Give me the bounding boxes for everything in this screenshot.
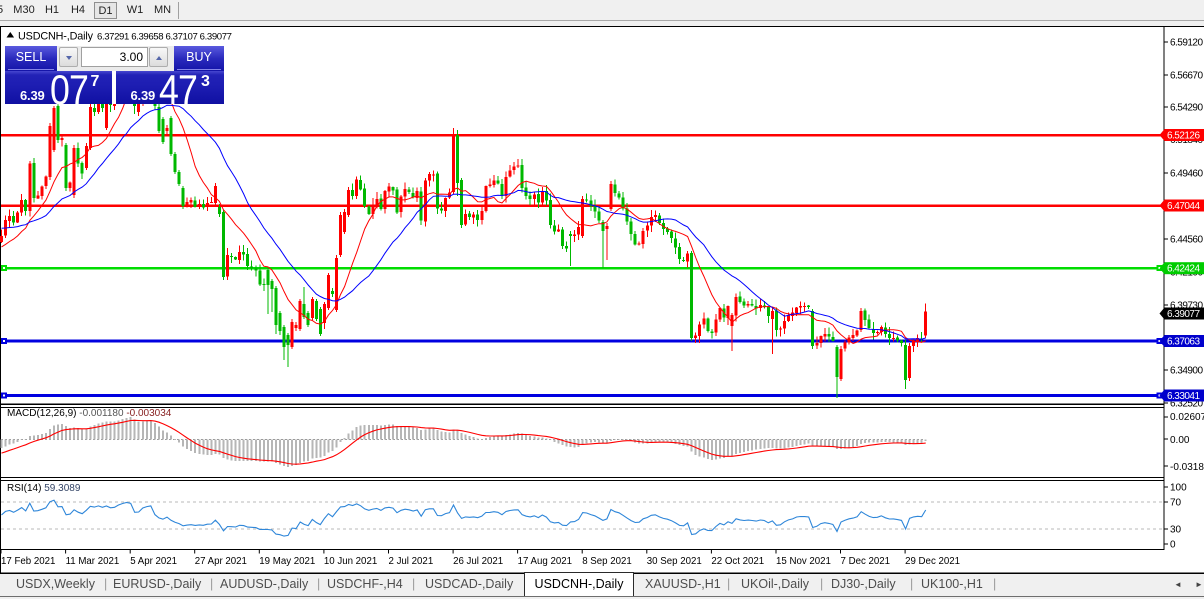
svg-text:6.56670: 6.56670 (1170, 71, 1203, 82)
svg-text:0.02607: 0.02607 (1170, 412, 1204, 423)
svg-text:6.54290: 6.54290 (1170, 103, 1203, 114)
svg-text:10 Jun 2021: 10 Jun 2021 (324, 556, 377, 567)
svg-text:5 Apr 2021: 5 Apr 2021 (130, 556, 177, 567)
svg-text:6.34900: 6.34900 (1170, 366, 1203, 377)
svg-text:6.37291 6.39658 6.37107 6.3907: 6.37291 6.39658 6.37107 6.39077 (97, 32, 232, 43)
svg-text:-0.03187: -0.03187 (1170, 462, 1204, 473)
svg-text:MACD(12,26,9) -0.001180 -0.003: MACD(12,26,9) -0.001180 -0.003034 (7, 408, 172, 419)
svg-text:26 Jul 2021: 26 Jul 2021 (453, 556, 503, 567)
svg-text:15 Nov 2021: 15 Nov 2021 (776, 556, 831, 567)
svg-text:29 Dec 2021: 29 Dec 2021 (905, 556, 960, 567)
svg-text:6.52126: 6.52126 (1167, 131, 1200, 142)
svg-text:7 Dec 2021: 7 Dec 2021 (841, 556, 891, 567)
svg-text:0.00: 0.00 (1170, 435, 1190, 446)
svg-text:6.49460: 6.49460 (1170, 169, 1203, 180)
svg-text:22 Oct 2021: 22 Oct 2021 (711, 556, 764, 567)
svg-text:6.44560: 6.44560 (1170, 235, 1203, 246)
svg-text:6.39730: 6.39730 (1170, 301, 1203, 312)
svg-text:17 Aug 2021: 17 Aug 2021 (518, 556, 572, 567)
svg-text:6.42424: 6.42424 (1167, 264, 1200, 275)
svg-text:30: 30 (1170, 525, 1182, 536)
svg-text:27 Apr 2021: 27 Apr 2021 (195, 556, 247, 567)
svg-text:RSI(14) 59.3089: RSI(14) 59.3089 (7, 483, 81, 494)
svg-text:6.39077: 6.39077 (1167, 309, 1200, 320)
svg-text:100: 100 (1170, 483, 1187, 494)
svg-text:17 Feb 2021: 17 Feb 2021 (1, 556, 55, 567)
svg-text:8 Sep 2021: 8 Sep 2021 (582, 556, 632, 567)
svg-text:0: 0 (1170, 540, 1176, 551)
svg-text:USDCNH-,Daily: USDCNH-,Daily (18, 31, 94, 43)
svg-text:6.37063: 6.37063 (1167, 337, 1200, 348)
svg-text:6.47044: 6.47044 (1167, 201, 1200, 212)
svg-text:30 Sep 2021: 30 Sep 2021 (647, 556, 702, 567)
svg-text:6.32520: 6.32520 (1170, 399, 1203, 410)
svg-text:2 Jul 2021: 2 Jul 2021 (389, 556, 434, 567)
svg-text:6.59120: 6.59120 (1170, 38, 1203, 49)
svg-text:6.33041: 6.33041 (1167, 391, 1200, 402)
svg-text:11 Mar 2021: 11 Mar 2021 (66, 556, 120, 567)
svg-text:19 May 2021: 19 May 2021 (259, 556, 315, 567)
svg-text:70: 70 (1170, 498, 1182, 509)
